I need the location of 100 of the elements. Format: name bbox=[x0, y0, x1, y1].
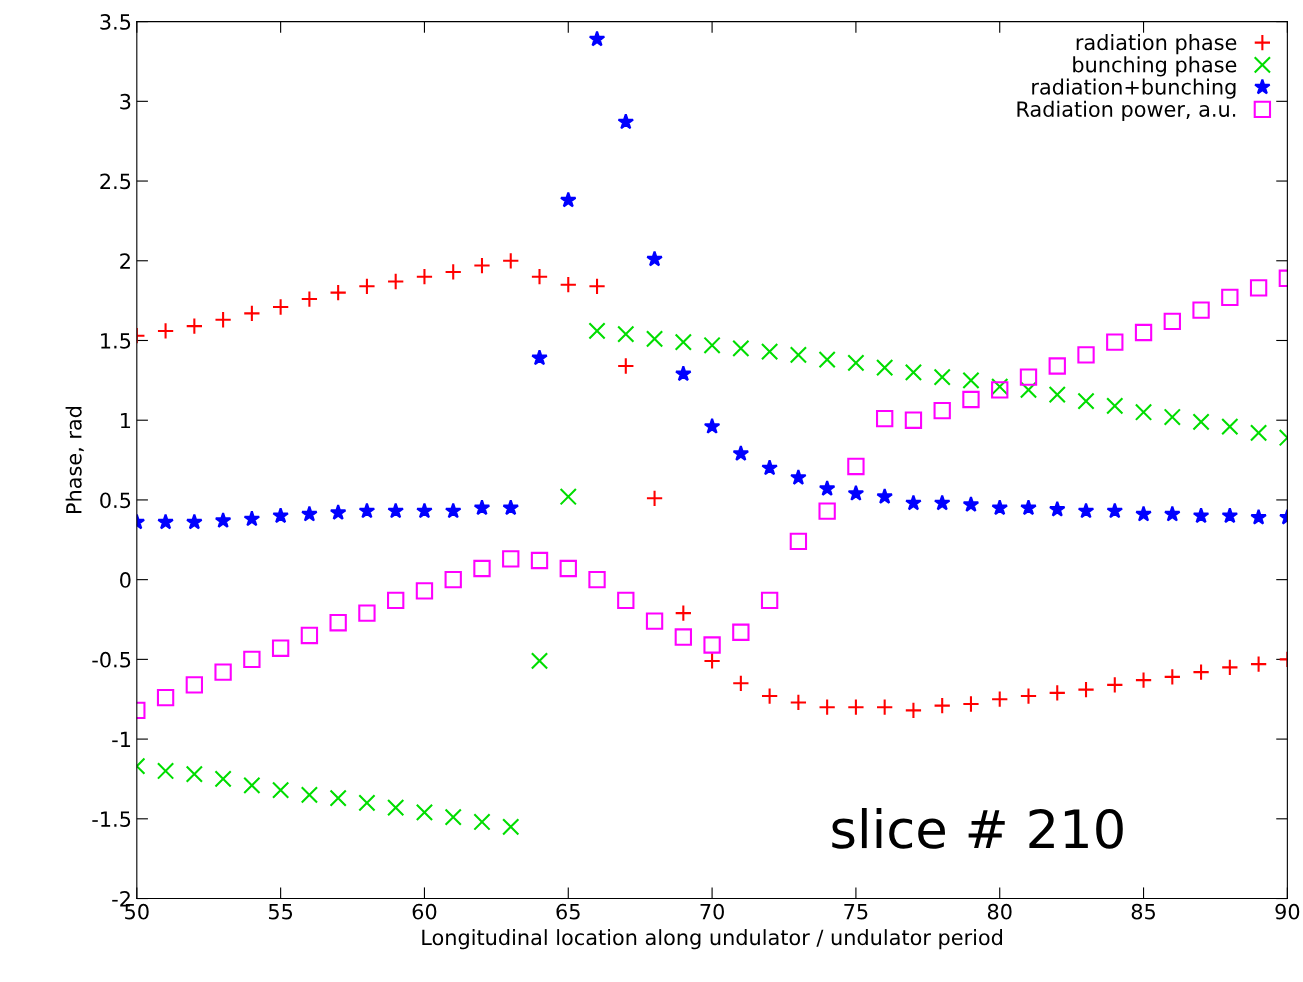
point bbox=[272, 507, 289, 524]
point bbox=[300, 290, 319, 308]
point bbox=[732, 674, 750, 692]
point bbox=[933, 696, 951, 715]
point bbox=[991, 690, 1009, 708]
point bbox=[473, 813, 491, 831]
y-tick-label: 0 bbox=[120, 572, 131, 588]
point bbox=[1048, 684, 1066, 702]
point bbox=[904, 363, 923, 382]
point bbox=[1077, 346, 1095, 364]
point bbox=[157, 513, 174, 530]
point bbox=[1221, 658, 1239, 677]
point bbox=[502, 550, 520, 568]
point bbox=[1020, 499, 1037, 516]
point bbox=[1106, 333, 1124, 351]
point bbox=[617, 357, 635, 375]
point bbox=[271, 639, 290, 657]
point bbox=[1134, 403, 1153, 421]
x-tick-label: 90 bbox=[1275, 903, 1300, 920]
point bbox=[502, 818, 520, 836]
point bbox=[645, 330, 664, 348]
point bbox=[530, 652, 549, 670]
point bbox=[933, 494, 951, 511]
point bbox=[1192, 663, 1210, 681]
point bbox=[387, 798, 405, 817]
point bbox=[875, 698, 894, 716]
point bbox=[847, 354, 865, 372]
point bbox=[214, 511, 232, 528]
x-tick-label: 85 bbox=[1131, 903, 1155, 920]
point bbox=[617, 591, 635, 610]
point bbox=[531, 349, 548, 366]
y-axis-title: Phase, rad bbox=[65, 406, 84, 514]
point bbox=[1048, 386, 1066, 404]
point bbox=[1164, 505, 1181, 522]
point bbox=[1134, 323, 1153, 342]
y-tick-label: 2 bbox=[120, 253, 130, 269]
point bbox=[1163, 312, 1181, 331]
point bbox=[904, 411, 923, 429]
point bbox=[185, 765, 204, 783]
point bbox=[1019, 368, 1038, 386]
point bbox=[847, 698, 865, 716]
point bbox=[1221, 288, 1239, 307]
x-tick-label: 60 bbox=[412, 903, 437, 920]
point bbox=[1135, 505, 1152, 522]
point bbox=[1221, 417, 1239, 436]
x-tick-label: 65 bbox=[556, 903, 580, 920]
point bbox=[1163, 668, 1181, 686]
point bbox=[732, 623, 750, 641]
point bbox=[473, 559, 491, 578]
point bbox=[1048, 357, 1066, 375]
legend-label: radiation+bunching bbox=[1032, 78, 1236, 99]
point bbox=[444, 263, 462, 281]
point bbox=[760, 342, 779, 361]
point bbox=[933, 368, 951, 386]
point bbox=[444, 502, 462, 519]
point bbox=[905, 494, 922, 511]
point bbox=[1077, 392, 1095, 410]
point bbox=[875, 358, 894, 377]
point bbox=[214, 663, 232, 681]
x-tick-label: 70 bbox=[700, 903, 724, 920]
point bbox=[818, 502, 836, 520]
point bbox=[1106, 676, 1124, 694]
point bbox=[416, 502, 433, 519]
point bbox=[329, 504, 347, 520]
point bbox=[1192, 507, 1210, 524]
point bbox=[1249, 424, 1268, 442]
point bbox=[703, 652, 721, 670]
point bbox=[559, 559, 577, 578]
point bbox=[243, 304, 261, 323]
point bbox=[156, 762, 175, 780]
point bbox=[156, 322, 175, 340]
point bbox=[732, 339, 750, 358]
point bbox=[300, 626, 319, 645]
point bbox=[1163, 408, 1181, 426]
point bbox=[790, 468, 807, 485]
point bbox=[530, 551, 549, 570]
point bbox=[1106, 502, 1124, 519]
point bbox=[1019, 381, 1038, 399]
point bbox=[818, 698, 836, 716]
point bbox=[645, 612, 664, 630]
point bbox=[674, 333, 693, 351]
point bbox=[588, 30, 606, 47]
point bbox=[559, 276, 577, 294]
legend-label: bunching phase bbox=[1073, 56, 1237, 77]
y-tick-label: 3 bbox=[120, 93, 131, 110]
point bbox=[415, 268, 434, 286]
point bbox=[789, 346, 808, 364]
point bbox=[646, 250, 663, 267]
point bbox=[933, 401, 951, 420]
point bbox=[875, 409, 894, 428]
point bbox=[703, 336, 721, 354]
y-tick-label: -0.5 bbox=[92, 651, 131, 668]
point bbox=[387, 591, 405, 610]
point bbox=[243, 510, 261, 527]
point bbox=[818, 350, 836, 369]
point bbox=[847, 484, 865, 501]
point bbox=[185, 676, 204, 694]
x-axis-title: Longitudinal location along undulator / undulator period bbox=[422, 929, 1002, 950]
point bbox=[617, 113, 635, 130]
y-tick-label: 3.5 bbox=[100, 14, 131, 30]
